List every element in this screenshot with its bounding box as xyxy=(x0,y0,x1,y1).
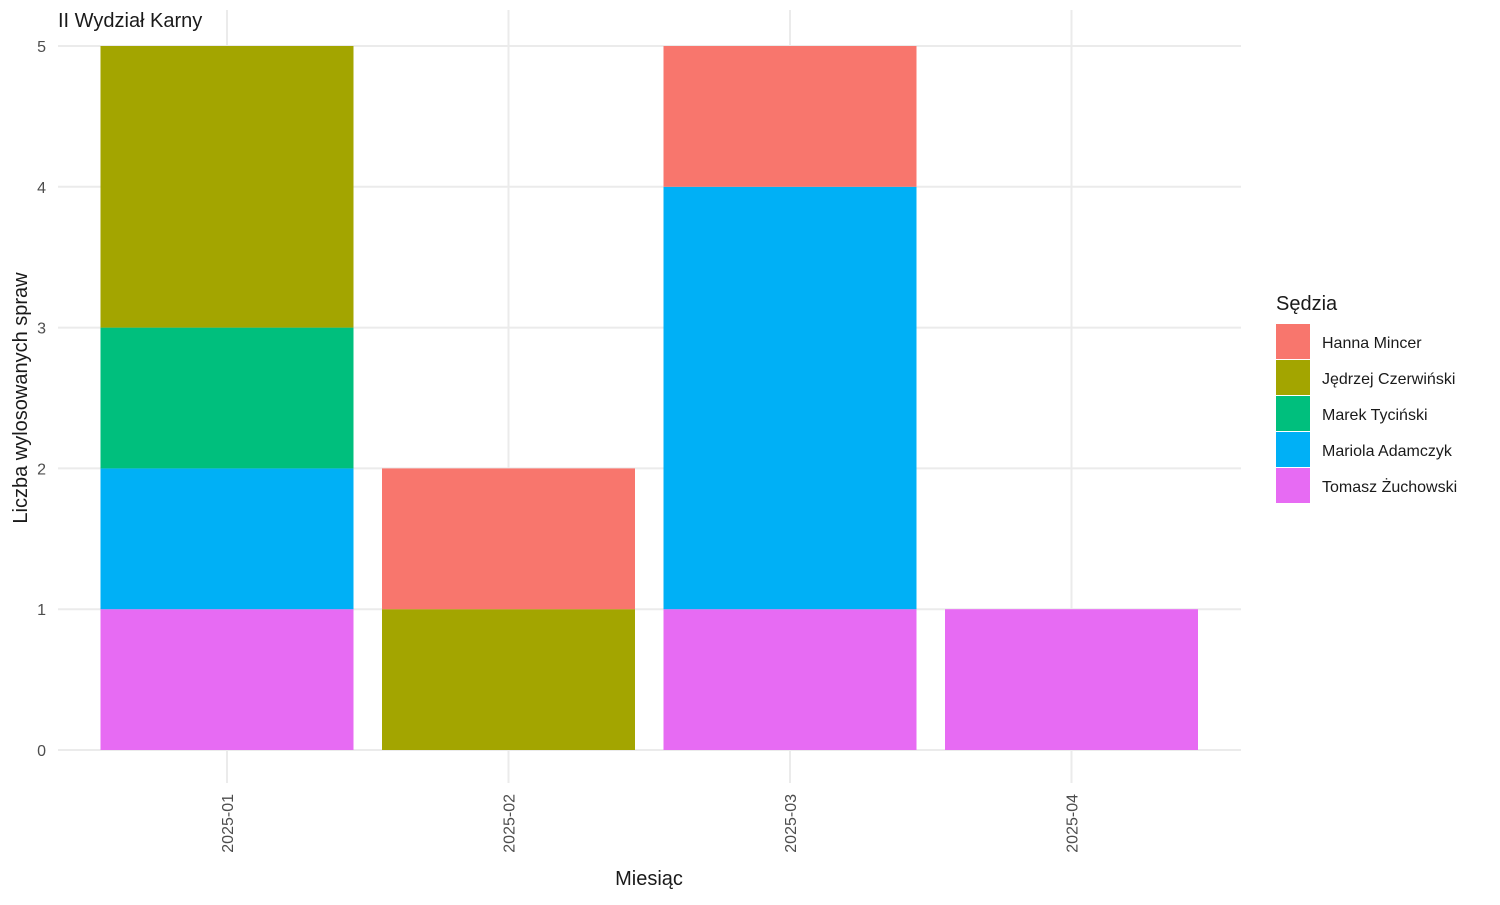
bar-segment xyxy=(100,609,354,750)
legend-swatch xyxy=(1276,468,1310,503)
legend-label: Marek Tyciński xyxy=(1322,407,1428,424)
legend: Sędzia Hanna Mincer Jędrzej Czerwiński Mar… xyxy=(1276,293,1457,503)
legend-label: Hanna Mincer xyxy=(1322,335,1422,352)
y-tick-label: 4 xyxy=(37,180,46,197)
x-tick-label: 2025-01 xyxy=(220,794,237,853)
legend-swatch xyxy=(1276,360,1310,395)
legend-label: Jędrzej Czerwiński xyxy=(1322,371,1455,388)
x-tick-label: 2025-03 xyxy=(783,794,800,853)
legend-title: Sędzia xyxy=(1276,293,1338,315)
bars xyxy=(100,46,1198,750)
legend-swatch xyxy=(1276,324,1310,359)
x-axis-title: Miesiąc xyxy=(615,868,683,890)
x-tick-label: 2025-02 xyxy=(502,794,519,853)
bar-segment xyxy=(382,609,635,750)
bar-segment xyxy=(100,327,354,469)
bar-segment xyxy=(100,468,354,610)
axes: 0 1 2 3 4 5 2025-01 2025-02 2025-03 2025-04 xyxy=(37,39,1081,853)
y-tick-label: 2 xyxy=(37,461,46,478)
bar-segment xyxy=(945,609,1198,750)
bar-segment xyxy=(663,46,917,187)
legend-swatch xyxy=(1276,432,1310,467)
y-tick-label: 5 xyxy=(37,39,46,56)
legend-items: Hanna Mincer Jędrzej Czerwiński Marek Tyci… xyxy=(1276,324,1457,503)
bar-segment xyxy=(663,186,917,610)
x-tick-label: 2025-04 xyxy=(1065,794,1082,853)
y-axis-title: Liczba wylosowanych spraw xyxy=(10,272,32,524)
legend-swatch xyxy=(1276,396,1310,431)
bar-segment xyxy=(663,609,917,750)
y-tick-label: 1 xyxy=(37,602,46,619)
chart-title: II Wydział Karny xyxy=(58,10,202,32)
y-tick-label: 0 xyxy=(37,743,46,760)
bar-segment xyxy=(382,468,635,610)
y-tick-label: 3 xyxy=(37,321,46,338)
bar-segment xyxy=(100,46,354,328)
legend-label: Tomasz Żuchowski xyxy=(1322,477,1457,496)
legend-label: Mariola Adamczyk xyxy=(1322,443,1453,460)
